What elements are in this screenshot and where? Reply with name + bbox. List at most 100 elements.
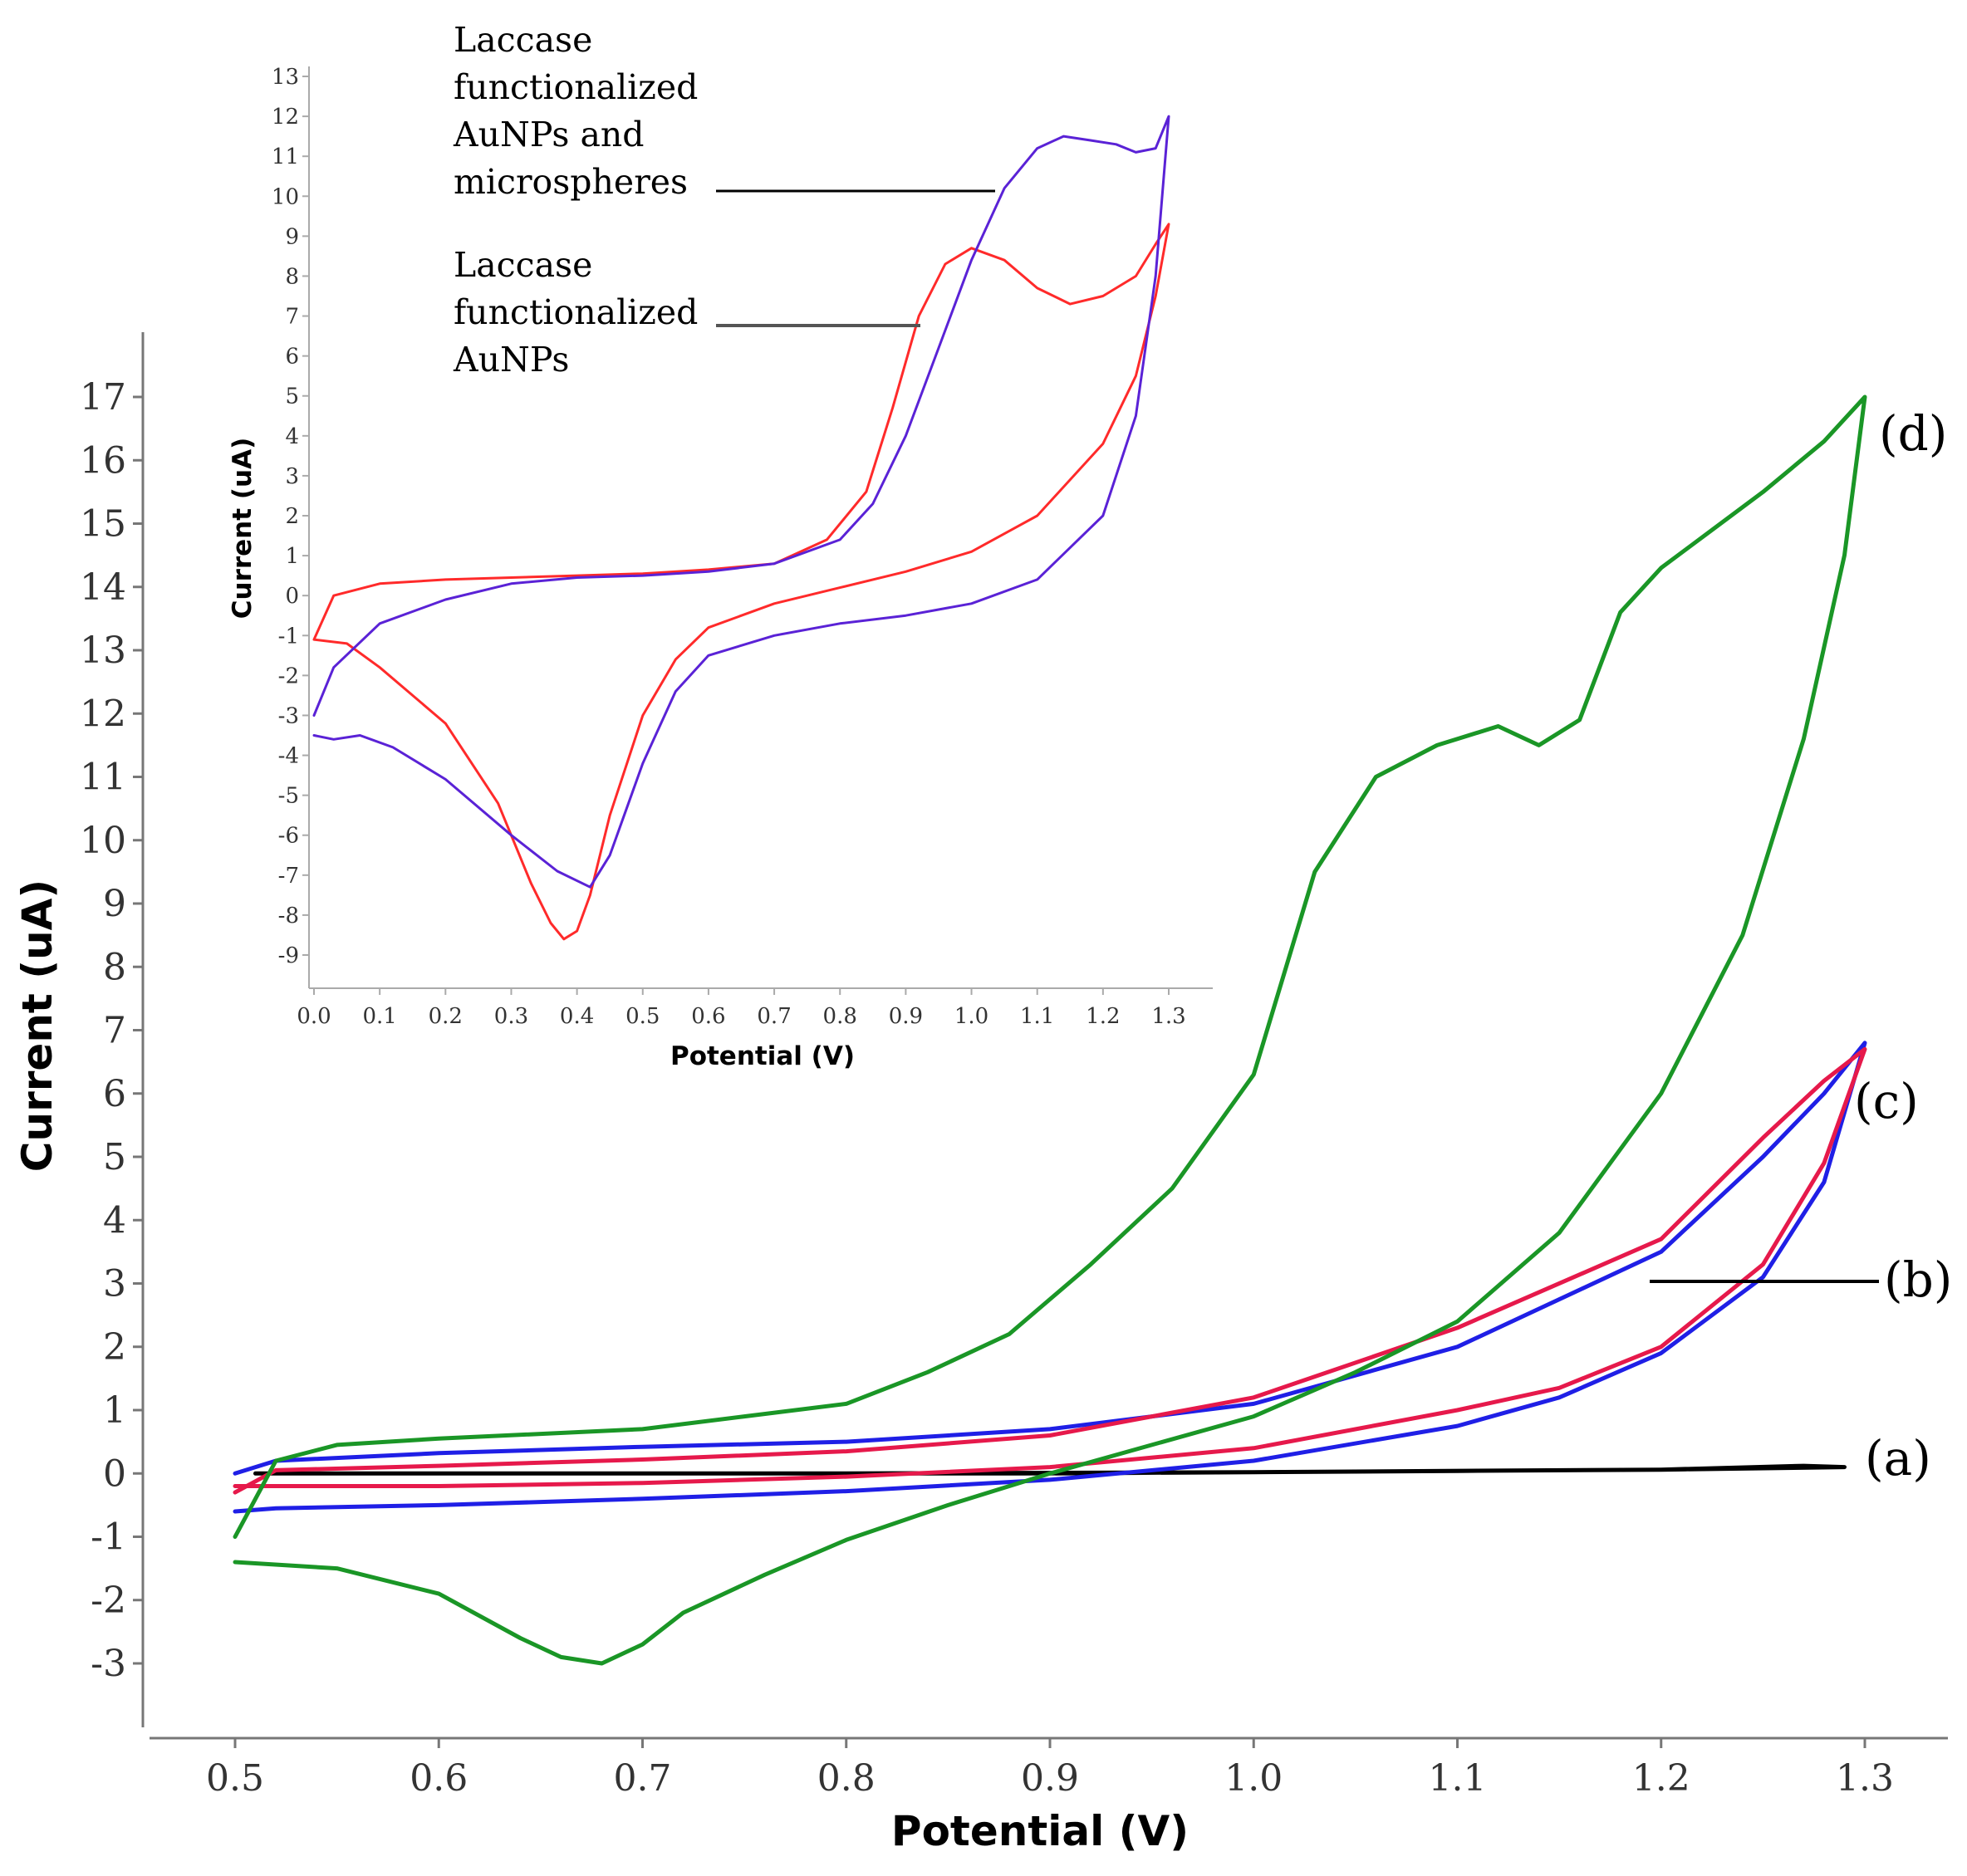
inset-x-tick-label: 0.2 xyxy=(429,1004,463,1029)
annotation-line: Laccase xyxy=(454,20,592,60)
main-x-tick-label: 0.5 xyxy=(206,1757,264,1800)
inset-x-tick-labels: 0.0 0.1 0.2 0.3 0.4 0.5 0.6 0.7 0.8 0.9 1.0 1.1 1.2 1… xyxy=(297,1004,1185,1029)
curve-label-a: (a) xyxy=(1865,1430,1931,1487)
inset-y-tick-label: 1 xyxy=(285,544,299,569)
main-x-tick-label: 1.1 xyxy=(1429,1757,1487,1800)
main-y-tick-label: 0 xyxy=(103,1452,126,1495)
inset-x-tick-label: 0.6 xyxy=(691,1004,725,1029)
inset-y-tick-label: 0 xyxy=(285,584,299,609)
main-x-axis-title: Potential (V) xyxy=(891,1807,1189,1855)
inset-annotation-aunps: Laccase functionalized AuNPs xyxy=(453,245,698,380)
main-y-axis-title: Current (uA) xyxy=(13,879,61,1172)
inset-y-tick-label: -9 xyxy=(278,943,299,968)
main-x-tick-label: 0.9 xyxy=(1021,1757,1079,1800)
annotation-line: Laccase xyxy=(454,245,592,285)
inset-y-tick-label: 4 xyxy=(285,424,299,449)
inset-y-tick-label: -5 xyxy=(278,784,299,809)
main-y-tick-label: 10 xyxy=(80,820,126,862)
main-y-tick-label: -3 xyxy=(91,1643,126,1685)
main-x-tick-label: 1.0 xyxy=(1224,1757,1283,1800)
inset-x-tick-label: 1.0 xyxy=(954,1004,988,1029)
inset-y-tick-label: -8 xyxy=(278,904,299,928)
inset-y-tick-label: -6 xyxy=(278,824,299,849)
main-y-tick-label: 13 xyxy=(80,629,126,672)
main-axes xyxy=(133,332,1948,1748)
inset-series-line-0 xyxy=(312,223,1170,941)
inset-x-tick-label: 0.5 xyxy=(625,1004,660,1029)
main-y-tick-label: 2 xyxy=(103,1326,126,1369)
main-y-tick-label: 4 xyxy=(103,1199,126,1242)
inset-y-tick-label: -1 xyxy=(278,624,299,649)
main-x-tick-labels: 0.5 0.6 0.7 0.8 0.9 1.0 1.1 1.2 1.3 xyxy=(206,1757,1894,1800)
inset-y-tick-label: 3 xyxy=(285,464,299,489)
inset-y-tick-label: 7 xyxy=(285,305,299,330)
inset-series-line-1 xyxy=(312,115,1170,889)
inset-y-tick-label: 13 xyxy=(272,65,299,90)
inset-x-axis-title: Potential (V) xyxy=(670,1041,855,1071)
annotation-line: AuNPs xyxy=(453,340,569,380)
inset-y-axis-title: Current (uA) xyxy=(228,438,258,620)
annotation-line: functionalized xyxy=(454,67,698,107)
inset-x-tick-label: 0.0 xyxy=(297,1004,331,1029)
main-series-group xyxy=(233,394,1867,1666)
inset-y-tick-label: -2 xyxy=(278,664,299,688)
main-y-tick-label: 3 xyxy=(103,1263,126,1305)
inset-y-tick-label: 10 xyxy=(272,184,299,209)
main-x-tick-label: 0.8 xyxy=(817,1757,876,1800)
inset-x-tick-label: 0.4 xyxy=(560,1004,594,1029)
main-y-tick-label: -1 xyxy=(91,1516,126,1559)
annotation-line: AuNPs and xyxy=(453,115,645,154)
inset-y-tick-label: -4 xyxy=(278,744,299,769)
main-y-tick-label: 7 xyxy=(103,1010,126,1052)
annotation-line: functionalized xyxy=(454,292,698,332)
main-y-tick-label: 12 xyxy=(80,693,126,735)
main-x-tick-label: 0.6 xyxy=(410,1757,468,1800)
inset-y-tick-label: 5 xyxy=(285,385,299,409)
main-y-tick-label: 5 xyxy=(103,1136,126,1178)
inset-axes xyxy=(302,66,1213,995)
main-y-tick-label: 6 xyxy=(103,1073,126,1115)
inset-background xyxy=(208,17,1221,1071)
main-series-line-1 xyxy=(233,1041,1867,1514)
inset-x-tick-label: 0.1 xyxy=(362,1004,396,1029)
main-y-tick-label: 14 xyxy=(80,566,126,609)
inset-y-tick-label: 8 xyxy=(285,264,299,289)
inset-x-tick-label: 1.1 xyxy=(1020,1004,1054,1029)
curve-label-c: (c) xyxy=(1854,1073,1919,1129)
curve-label-b: (b) xyxy=(1884,1251,1952,1308)
inset-y-tick-label: 11 xyxy=(272,144,299,169)
inset-y-tick-label: 12 xyxy=(272,105,299,130)
curve-label-d: (d) xyxy=(1879,405,1947,462)
main-y-tick-label: 9 xyxy=(103,883,126,925)
main-y-tick-label: 16 xyxy=(80,439,126,482)
inset-x-tick-label: 0.9 xyxy=(889,1004,923,1029)
annotation-line: microspheres xyxy=(454,162,688,202)
main-x-tick-label: 1.2 xyxy=(1632,1757,1690,1800)
main-series-line-0 xyxy=(253,1463,1847,1476)
inset-y-tick-label: -7 xyxy=(278,864,299,889)
main-y-tick-label: -2 xyxy=(91,1580,126,1622)
inset-y-tick-label: -3 xyxy=(278,703,299,728)
main-series-line-3 xyxy=(233,394,1867,1666)
main-y-tick-label: 8 xyxy=(103,946,126,988)
main-series-line-2 xyxy=(233,1046,1867,1495)
main-y-tick-label: 15 xyxy=(80,503,126,546)
inset-annotation-microspheres: Laccase functionalized AuNPs and microsp… xyxy=(453,20,698,202)
inset-x-tick-label: 0.3 xyxy=(494,1004,528,1029)
inset-x-tick-label: 0.8 xyxy=(823,1004,857,1029)
inset-x-tick-label: 1.3 xyxy=(1151,1004,1185,1029)
main-y-tick-label: 17 xyxy=(80,376,126,419)
main-x-tick-label: 1.3 xyxy=(1836,1757,1894,1800)
main-x-tick-label: 0.7 xyxy=(614,1757,672,1800)
inset-x-tick-label: 0.7 xyxy=(757,1004,791,1029)
inset-y-tick-label: 9 xyxy=(285,224,299,249)
main-y-tick-label: 11 xyxy=(80,757,126,799)
main-y-tick-label: 1 xyxy=(103,1389,126,1432)
inset-y-tick-label: 6 xyxy=(285,345,299,370)
inset-x-tick-label: 1.2 xyxy=(1086,1004,1120,1029)
